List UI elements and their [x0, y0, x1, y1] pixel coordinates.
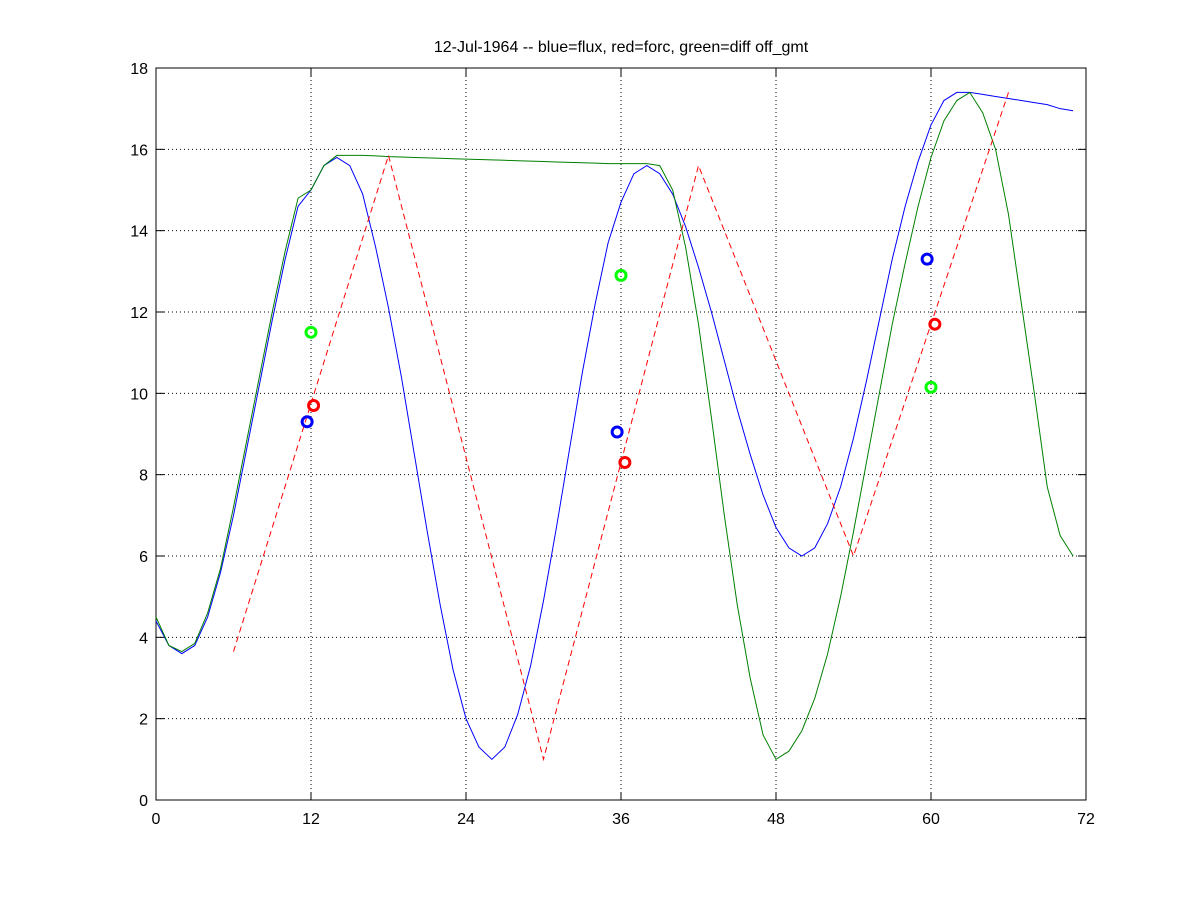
x-tick-label: 0 — [152, 811, 161, 828]
x-tick-label: 72 — [1077, 811, 1095, 828]
y-tick-label: 2 — [139, 712, 148, 729]
y-tick-label: 14 — [130, 224, 148, 241]
data-point — [300, 415, 314, 429]
y-tick-label: 8 — [139, 468, 148, 485]
y-tick-label: 6 — [139, 549, 148, 566]
data-point — [307, 399, 321, 413]
x-tick-label: 24 — [457, 811, 475, 828]
y-tick-label: 0 — [139, 793, 148, 810]
data-point — [614, 268, 628, 282]
data-point — [920, 252, 934, 266]
y-tick-label: 18 — [130, 61, 148, 78]
data-point — [304, 325, 318, 339]
x-tick-label: 36 — [612, 811, 630, 828]
x-tick-label: 12 — [302, 811, 320, 828]
y-tick-label: 12 — [130, 305, 148, 322]
chart-title: 12-Jul-1964 -- blue=flux, red=forc, gree… — [434, 39, 809, 56]
series-line — [155, 91, 1074, 761]
y-tick-label: 10 — [130, 386, 148, 403]
data-point — [618, 455, 632, 469]
data-point — [924, 380, 938, 394]
series-line — [155, 91, 1074, 761]
data-point — [928, 317, 942, 331]
x-tick-label: 60 — [922, 811, 940, 828]
data-point — [610, 425, 624, 439]
y-tick-label: 4 — [139, 630, 148, 647]
y-tick-label: 16 — [130, 142, 148, 159]
x-tick-label: 48 — [767, 811, 785, 828]
